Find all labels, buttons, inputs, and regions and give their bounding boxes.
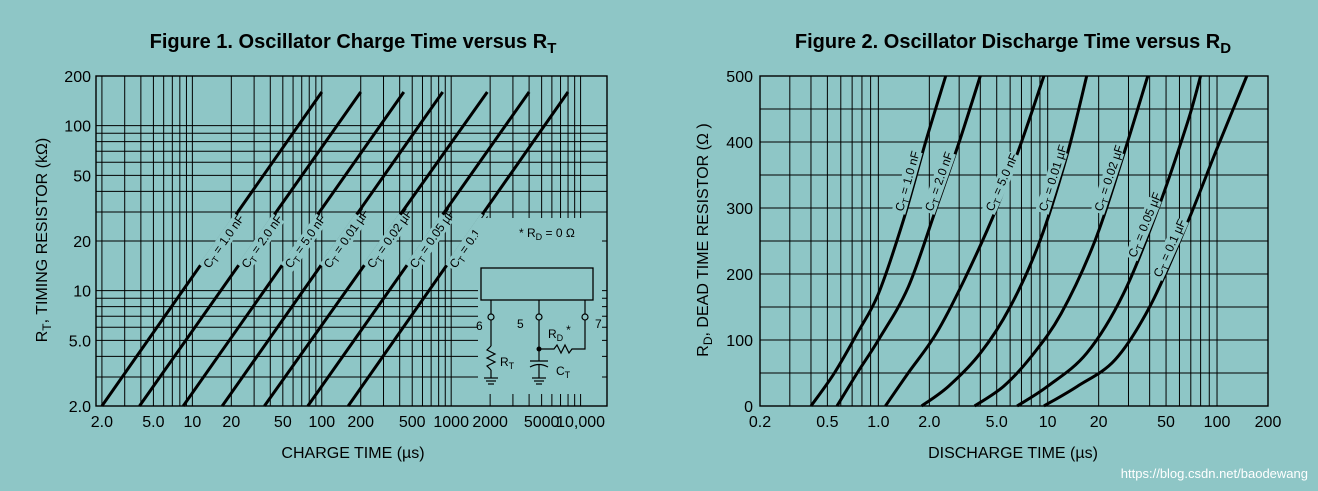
curve-label-bg — [199, 213, 247, 273]
inset-note: * RD = 0 Ω — [519, 226, 575, 242]
curve-5 — [973, 75, 1150, 408]
watermark: https://blog.csdn.net/baodewang — [1121, 466, 1308, 481]
figure-1-title: Figure 1. Oscillator Charge Time versus … — [150, 31, 557, 57]
curve-2 — [835, 75, 982, 407]
curve-label-6: CT = 0.05 µF — [1125, 190, 1166, 260]
y-tick-label: 10 — [73, 284, 91, 301]
junction-dot — [536, 346, 542, 352]
curve-label-bg — [981, 150, 1021, 216]
pin-6-label: 6 — [476, 319, 483, 333]
x-tick-label: 10 — [1039, 414, 1057, 431]
figure-2-x-tick-labels: 0.2 0.5 1.0 2.0 5.0 10 20 50 100 200 — [749, 414, 1282, 431]
figure-2: Figure 2. Oscillator Discharge Time vers… — [695, 31, 1281, 462]
x-tick-label: 1000 — [433, 414, 469, 431]
curve-label-7: CT = 0.1 µF — [1150, 217, 1190, 280]
x-tick-label: 2000 — [472, 414, 508, 431]
curve-7 — [1043, 75, 1249, 408]
x-tick-label: 2.0 — [918, 414, 940, 431]
curve-label-4: CT = 0.01 µF — [1036, 143, 1072, 213]
figure-2-title: Figure 2. Oscillator Discharge Time vers… — [795, 31, 1231, 57]
figure-1: Figure 1. Oscillator Charge Time versus … — [34, 31, 608, 462]
ct-label: CT — [556, 364, 571, 380]
figure-1-y-axis-label: RT, TIMING RESISTOR (kΩ) — [34, 138, 54, 343]
rd-label: RD* — [548, 323, 571, 343]
x-tick-label: 1.0 — [867, 414, 889, 431]
x-tick-label: 100 — [308, 414, 335, 431]
x-tick-label: 20 — [1090, 414, 1108, 431]
curve-label-5: CT = 0.02 µF — [1091, 143, 1128, 213]
y-tick-label: 5.0 — [69, 333, 91, 350]
x-tick-label: 5.0 — [142, 414, 164, 431]
y-tick-label: 0 — [744, 399, 753, 416]
curve-label-bg — [363, 213, 411, 273]
curve-label-2: CT = 2.0 nF — [922, 150, 958, 214]
curve-label-bg — [237, 213, 285, 273]
y-tick-label: 400 — [726, 135, 753, 152]
y-tick-label: 2.0 — [69, 399, 91, 416]
figure-2-y-tick-labels: 0 100 200 300 400 500 — [726, 69, 753, 416]
x-tick-label: 5000 — [524, 414, 560, 431]
curve-label-bg — [1035, 149, 1068, 215]
x-tick-label: 2.0 — [91, 414, 113, 431]
x-tick-label: 5.0 — [986, 414, 1008, 431]
curve-label-3: CT = 5.0 nF — [983, 151, 1023, 214]
inset-wiring — [484, 300, 589, 385]
y-tick-label: 100 — [726, 333, 753, 350]
y-tick-label: 200 — [64, 69, 91, 86]
x-tick-label: 500 — [399, 414, 426, 431]
curve-label-bg — [891, 149, 923, 215]
pin-7-label: 7 — [595, 317, 602, 331]
figure-2-x-axis-label: DISCHARGE TIME (µs) — [928, 445, 1098, 462]
circuit-inset: * RD = 0 Ω — [476, 218, 602, 394]
x-tick-label: 200 — [1255, 414, 1282, 431]
x-tick-label: 0.2 — [749, 414, 771, 431]
curve-label-bg — [1124, 196, 1162, 262]
y-tick-label: 300 — [726, 201, 753, 218]
curve-6 — [1016, 75, 1203, 408]
y-tick-label: 500 — [726, 69, 753, 86]
curve-label-bg — [1149, 216, 1189, 282]
x-tick-label: 10,000 — [556, 414, 605, 431]
x-tick-label: 20 — [222, 414, 240, 431]
x-tick-label: 200 — [347, 414, 374, 431]
curve-3 — [884, 75, 1046, 407]
x-tick-label: 100 — [1204, 414, 1231, 431]
curve-label-bg — [1090, 149, 1125, 215]
curve-label-bg — [405, 213, 453, 273]
figure-2-y-axis-label: RD, DEAD TIME RESISTOR (Ω ) — [695, 123, 715, 356]
pin-5-label: 5 — [517, 317, 524, 331]
curve-label-bg — [280, 213, 328, 273]
curve-1 — [809, 75, 948, 407]
figure-1-y-tick-labels: 2.0 5.0 10 20 50 100 200 — [64, 69, 91, 416]
inset-background — [478, 218, 602, 394]
x-tick-label: 50 — [1157, 414, 1175, 431]
y-tick-label: 200 — [726, 267, 753, 284]
curve-label-bg — [921, 149, 956, 215]
y-tick-label: 100 — [64, 119, 91, 136]
figure-2-curves — [809, 75, 1249, 408]
x-tick-label: 10 — [183, 414, 201, 431]
curve-label-bg — [319, 213, 367, 273]
figure-1-x-axis-label: CHARGE TIME (µs) — [281, 445, 424, 462]
rt-label: RT — [500, 355, 515, 371]
ic-package — [480, 267, 594, 301]
y-tick-label: 50 — [73, 168, 91, 185]
x-tick-label: 50 — [274, 414, 292, 431]
x-tick-label: 0.5 — [816, 414, 838, 431]
y-tick-label: 20 — [73, 234, 91, 251]
curve-label-1: CT = 1.0 nF — [892, 149, 924, 213]
figure-2-grid — [759, 75, 1269, 407]
